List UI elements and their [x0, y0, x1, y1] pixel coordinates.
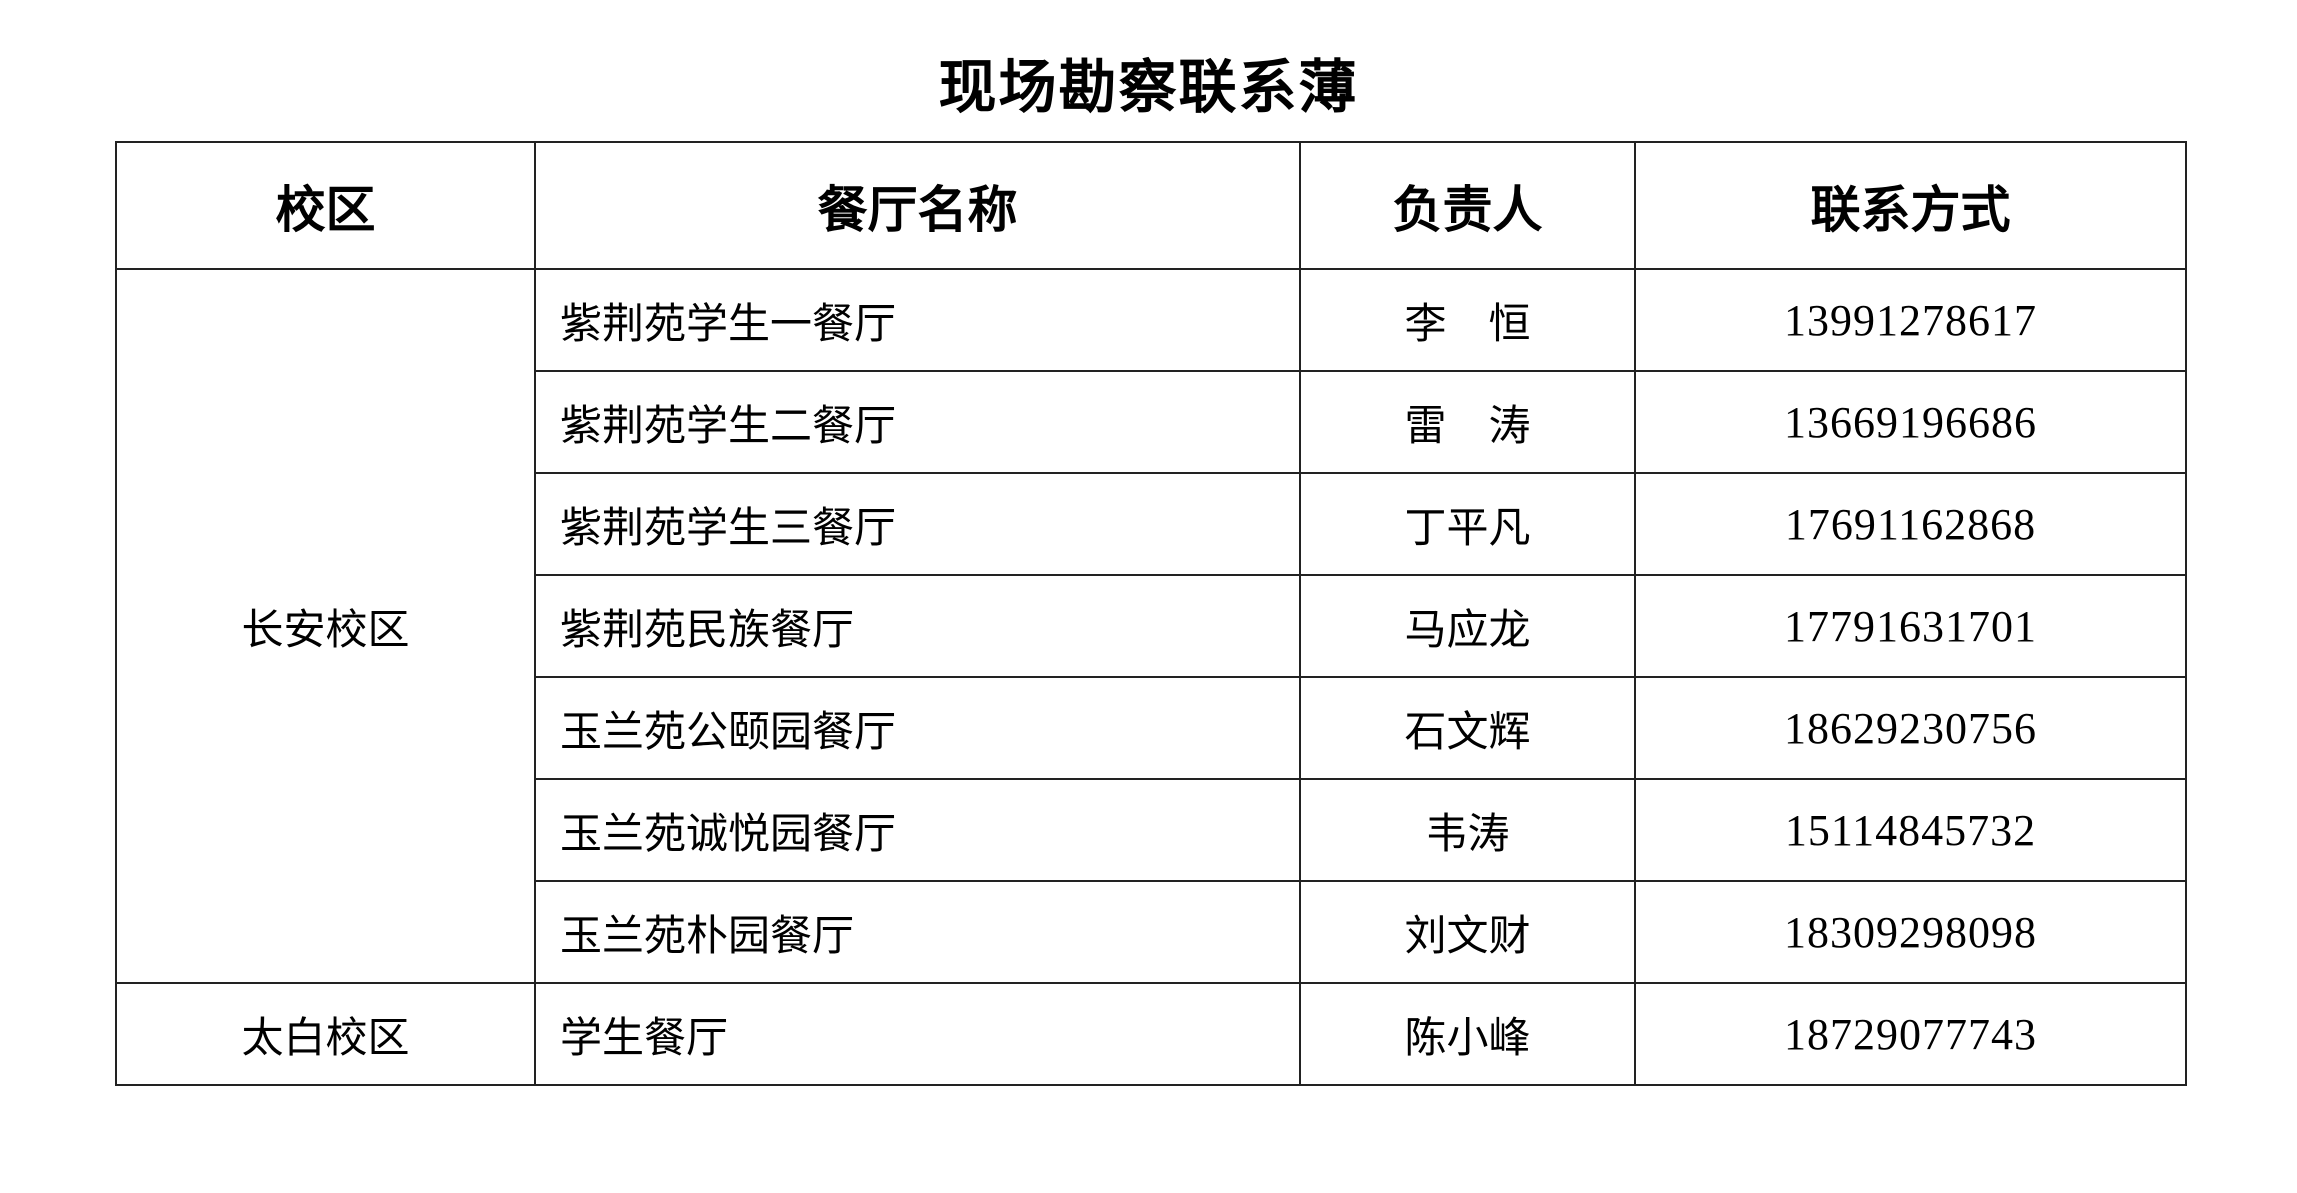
- person-cell: 刘文财: [1299, 880, 1636, 984]
- person-cell: 韦涛: [1299, 778, 1636, 882]
- phone-cell: 13991278617: [1634, 268, 2187, 372]
- person-cell: 雷 涛: [1299, 370, 1636, 474]
- contact-table: 校区 餐厅名称 负责人 联系方式 长安校区 紫荆苑学生一餐厅李 恒 13991278…: [115, 141, 2187, 1086]
- header-restaurant: 餐厅名称: [534, 141, 1301, 270]
- campus-cell: 太白校区: [115, 982, 536, 1086]
- restaurant-cell: 紫荆苑学生二餐厅: [534, 370, 1301, 474]
- campus-cell: 长安校区: [115, 268, 536, 984]
- table-row: 紫荆苑学生二餐厅雷 涛 13669196686: [116, 370, 2187, 474]
- person-cell: 李 恒: [1299, 268, 1636, 372]
- table-row: 紫荆苑学生三餐厅 丁平凡 17691162868: [116, 472, 2187, 576]
- table-row: 玉兰苑公颐园餐厅 石文辉 18629230756: [116, 676, 2187, 780]
- page-title: 现场勘察联系薄: [938, 53, 1359, 121]
- restaurant-cell: 学生餐厅: [534, 982, 1301, 1086]
- table-header-row: 校区 餐厅名称 负责人 联系方式: [115, 141, 2187, 270]
- person-cell: 马应龙: [1299, 574, 1636, 678]
- phone-cell: 17791631701: [1634, 574, 2187, 678]
- table-row: 太白校区 学生餐厅 陈小峰 18729077743: [115, 982, 2187, 1086]
- header-campus: 校区: [115, 141, 536, 270]
- person-cell: 陈小峰: [1299, 982, 1636, 1086]
- restaurant-cell: 玉兰苑诚悦园餐厅: [534, 778, 1301, 882]
- restaurant-cell: 玉兰苑朴园餐厅: [534, 880, 1301, 984]
- table-row: 玉兰苑诚悦园餐厅 韦涛 15114845732: [116, 778, 2187, 882]
- phone-cell: 13669196686: [1634, 370, 2187, 474]
- phone-cell: 15114845732: [1634, 778, 2187, 882]
- header-contact: 联系方式: [1634, 141, 2187, 270]
- restaurant-cell: 紫荆苑民族餐厅: [534, 574, 1301, 678]
- header-person: 负责人: [1299, 141, 1636, 270]
- table-row: 玉兰苑朴园餐厅 刘文财 18309298098: [116, 880, 2187, 984]
- restaurant-cell: 玉兰苑公颐园餐厅: [534, 676, 1301, 780]
- phone-cell: 18309298098: [1634, 880, 2187, 984]
- restaurant-cell: 紫荆苑学生三餐厅: [534, 472, 1301, 576]
- phone-cell: 18629230756: [1634, 676, 2187, 780]
- phone-cell: 18729077743: [1634, 982, 2187, 1086]
- person-cell: 丁平凡: [1299, 472, 1636, 576]
- restaurant-cell: 紫荆苑学生一餐厅: [534, 268, 1301, 372]
- table-row: 紫荆苑民族餐厅 马应龙 17791631701: [116, 574, 2187, 678]
- table-row: 长安校区 紫荆苑学生一餐厅李 恒 13991278617: [115, 268, 2187, 984]
- phone-cell: 17691162868: [1634, 472, 2187, 576]
- person-cell: 石文辉: [1299, 676, 1636, 780]
